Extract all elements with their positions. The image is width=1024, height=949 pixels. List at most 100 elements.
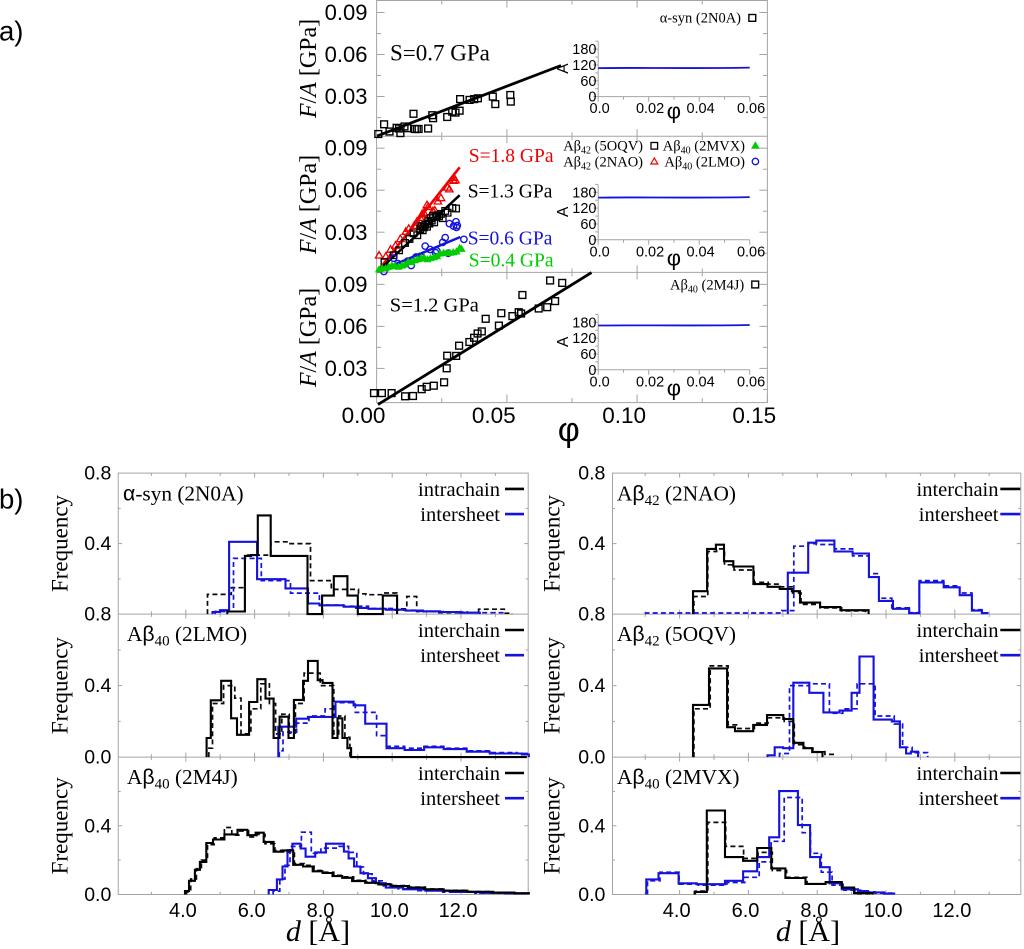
svg-text:interchain: interchain — [917, 620, 999, 642]
svg-text:8.0: 8.0 — [307, 900, 335, 922]
svg-text:0.03: 0.03 — [325, 84, 368, 109]
svg-text:S=0.7 GPa: S=0.7 GPa — [390, 41, 490, 66]
svg-text:0.4: 0.4 — [578, 815, 605, 837]
svg-text:Aβ40 (2LMO): Aβ40 (2LMO) — [127, 622, 247, 650]
svg-text:0: 0 — [588, 90, 596, 106]
svg-text:0.03: 0.03 — [325, 220, 368, 245]
svg-text:0.4: 0.4 — [578, 675, 605, 697]
svg-text:φ: φ — [667, 99, 681, 124]
svg-text:180: 180 — [572, 315, 596, 331]
svg-text:0.06: 0.06 — [737, 101, 765, 117]
svg-text:Frequency: Frequency — [540, 637, 565, 735]
svg-text:0.04: 0.04 — [686, 374, 714, 390]
svg-text:0.0: 0.0 — [578, 884, 605, 906]
svg-text:0: 0 — [588, 363, 596, 379]
svg-text:F/A [GPa]: F/A [GPa] — [296, 19, 322, 119]
svg-text:10.0: 10.0 — [864, 900, 903, 922]
svg-text:0.06: 0.06 — [325, 314, 368, 339]
svg-text:d [Å]: d [Å] — [776, 915, 840, 948]
svg-text:Aβ40 (2M4J): Aβ40 (2M4J) — [670, 277, 744, 295]
svg-text:0.05: 0.05 — [472, 403, 516, 428]
svg-text:0.4: 0.4 — [84, 815, 111, 837]
svg-text:intersheet: intersheet — [919, 645, 999, 667]
svg-text:0.8: 0.8 — [84, 604, 111, 626]
svg-text:0.06: 0.06 — [737, 374, 765, 390]
svg-text:φ: φ — [558, 411, 580, 449]
svg-text:120: 120 — [572, 331, 596, 347]
svg-text:10.0: 10.0 — [370, 900, 409, 922]
svg-text:120: 120 — [572, 58, 596, 74]
svg-text:0.06: 0.06 — [325, 42, 368, 67]
svg-text:Frequency: Frequency — [540, 494, 565, 592]
svg-text:180: 180 — [572, 185, 596, 201]
svg-text:b): b) — [0, 483, 23, 514]
svg-text:4.0: 4.0 — [663, 900, 691, 922]
svg-text:0: 0 — [588, 233, 596, 249]
svg-text:S=0.4 GPa: S=0.4 GPa — [469, 251, 554, 272]
svg-text:0.06: 0.06 — [325, 178, 368, 203]
svg-text:120: 120 — [572, 201, 596, 217]
svg-text:A: A — [555, 206, 572, 217]
svg-text:0.0: 0.0 — [84, 884, 111, 906]
svg-text:0.4: 0.4 — [84, 675, 111, 697]
svg-text:Aβ42 (2NAO): Aβ42 (2NAO) — [617, 481, 736, 509]
svg-text:0.0: 0.0 — [590, 374, 610, 390]
svg-text:0.0: 0.0 — [578, 747, 605, 769]
svg-text:0.09: 0.09 — [325, 0, 368, 25]
svg-text:0.03: 0.03 — [325, 356, 368, 381]
svg-text:6.0: 6.0 — [732, 900, 760, 922]
svg-text:S=0.6 GPa: S=0.6 GPa — [468, 229, 553, 250]
svg-text:12.0: 12.0 — [439, 900, 478, 922]
svg-text:0.4: 0.4 — [578, 533, 605, 555]
svg-text:0.0: 0.0 — [590, 244, 610, 260]
svg-text:0.4: 0.4 — [84, 533, 111, 555]
svg-text:intersheet: intersheet — [919, 504, 999, 526]
svg-text:0.09: 0.09 — [325, 272, 368, 297]
svg-text:d [Å]: d [Å] — [286, 915, 350, 948]
svg-text:Frequency: Frequency — [48, 777, 73, 875]
svg-text:60: 60 — [580, 347, 596, 363]
svg-text:Aβ42 (5OQV): Aβ42 (5OQV) — [617, 622, 736, 650]
svg-text:F/A [GPa]: F/A [GPa] — [296, 155, 322, 255]
svg-text:intersheet: intersheet — [420, 788, 500, 810]
svg-text:8.0: 8.0 — [800, 900, 828, 922]
svg-text:intrachain: intrachain — [418, 479, 500, 501]
svg-text:Frequency: Frequency — [540, 777, 565, 875]
svg-text:intersheet: intersheet — [420, 504, 500, 526]
svg-text:180: 180 — [572, 42, 596, 58]
svg-text:S=1.3 GPa: S=1.3 GPa — [468, 182, 553, 203]
svg-text:60: 60 — [580, 217, 596, 233]
svg-text:0.02: 0.02 — [636, 374, 664, 390]
svg-text:A: A — [555, 336, 572, 347]
svg-text:interchain: interchain — [418, 620, 500, 642]
svg-text:Frequency: Frequency — [48, 494, 73, 592]
svg-text:Aβ40 (2M4J): Aβ40 (2M4J) — [127, 765, 238, 793]
svg-text:a): a) — [0, 15, 23, 46]
svg-text:S=1.8 GPa: S=1.8 GPa — [469, 146, 554, 167]
svg-text:0.00: 0.00 — [342, 403, 386, 428]
svg-text:interchain: interchain — [418, 763, 500, 785]
svg-text:φ: φ — [667, 246, 681, 271]
svg-text:0.15: 0.15 — [732, 403, 776, 428]
svg-text:4.0: 4.0 — [169, 900, 197, 922]
svg-text:intersheet: intersheet — [919, 788, 999, 810]
svg-text:F/A [GPa]: F/A [GPa] — [296, 288, 322, 388]
svg-text:0.8: 0.8 — [578, 463, 605, 485]
svg-text:A: A — [555, 63, 572, 74]
svg-text:S=1.2 GPa: S=1.2 GPa — [390, 294, 479, 316]
svg-text:0.06: 0.06 — [737, 244, 765, 260]
svg-text:0.04: 0.04 — [686, 101, 714, 117]
svg-text:60: 60 — [580, 74, 596, 90]
svg-text:α-syn (2N0A): α-syn (2N0A) — [123, 481, 244, 505]
svg-text:0.02: 0.02 — [636, 244, 664, 260]
svg-text:0.04: 0.04 — [686, 244, 714, 260]
svg-text:Aβ40 (2LMO): Aβ40 (2LMO) — [664, 154, 745, 172]
svg-text:intersheet: intersheet — [420, 645, 500, 667]
svg-text:Aβ42 (2NAO): Aβ42 (2NAO) — [563, 154, 643, 172]
svg-text:Aβ40 (2MVX): Aβ40 (2MVX) — [617, 765, 740, 793]
svg-text:0.09: 0.09 — [325, 136, 368, 161]
svg-text:0.0: 0.0 — [590, 101, 610, 117]
svg-text:φ: φ — [667, 376, 681, 401]
svg-text:α-syn (2N0A): α-syn (2N0A) — [660, 11, 741, 27]
svg-text:0.10: 0.10 — [602, 403, 646, 428]
